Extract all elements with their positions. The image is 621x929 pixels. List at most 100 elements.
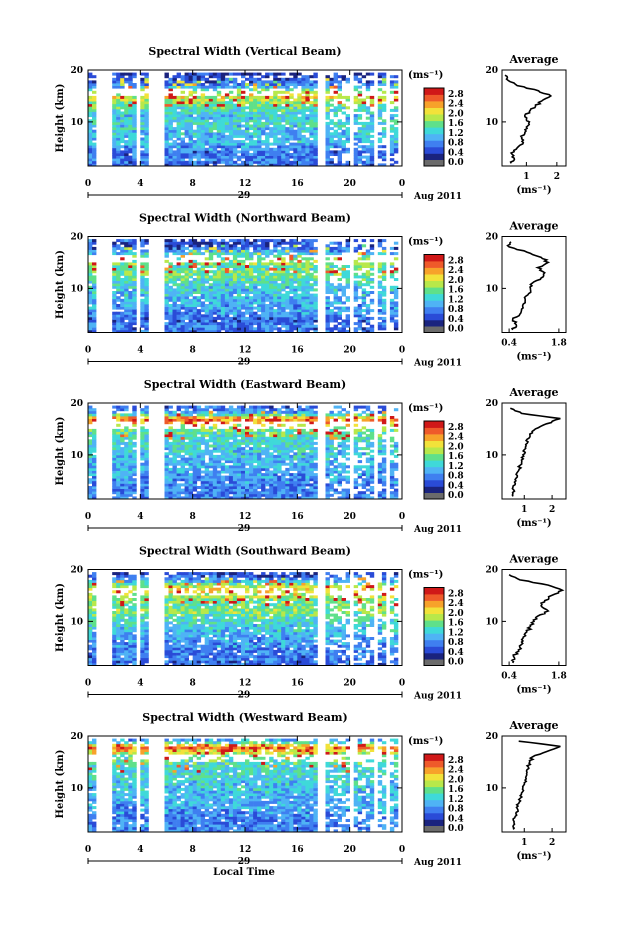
heatmap-cell — [369, 280, 375, 284]
heatmap-cell — [164, 252, 169, 256]
heatmap-cell — [241, 314, 246, 318]
heatmap-cell — [172, 480, 177, 484]
heatmap-cell — [176, 496, 181, 500]
heatmap-cell — [200, 478, 206, 482]
heatmap-cell — [200, 426, 206, 430]
heatmap-cell — [253, 160, 258, 164]
heatmap-cell — [204, 306, 210, 310]
heatmap-cell — [124, 158, 129, 162]
heatmap-cell — [337, 301, 342, 305]
heatmap-cell — [257, 246, 262, 250]
heatmap-cell — [164, 249, 169, 253]
heatmap-cell — [269, 470, 274, 474]
heatmap-cell — [341, 75, 346, 79]
heatmap-cell — [261, 408, 266, 412]
heatmap-cell — [269, 142, 274, 146]
heatmap-cell — [249, 83, 254, 86]
heatmap-cell — [289, 301, 294, 305]
heatmap-cell — [144, 129, 149, 133]
heatmap-cell — [361, 124, 367, 128]
heatmap-cell — [277, 257, 282, 261]
heatmap-cell — [232, 270, 238, 274]
heatmap-cell — [281, 153, 286, 156]
heatmap-cell — [313, 147, 318, 151]
heatmap-cell — [393, 160, 399, 164]
heatmap-cell — [164, 309, 169, 313]
heatmap-cell — [297, 327, 302, 331]
heatmap-cell — [357, 309, 363, 313]
heatmap-cell — [313, 93, 318, 97]
heatmap-cell — [289, 329, 294, 333]
heatmap-cell — [196, 452, 202, 456]
heatmap-cell — [92, 106, 97, 110]
heatmap-cell — [309, 119, 314, 123]
heatmap-cell — [140, 275, 145, 279]
heatmap-cell — [220, 486, 226, 489]
heatmap-cell — [192, 329, 198, 333]
heatmap-cell — [265, 454, 270, 458]
heatmap-cell — [176, 408, 181, 412]
heatmap-cell — [144, 283, 149, 287]
heatmap-cell — [200, 488, 206, 492]
heatmap-cell — [216, 480, 222, 484]
heatmap-cell — [172, 470, 177, 474]
heatmap-cell — [297, 246, 302, 250]
heatmap-cell — [92, 163, 97, 167]
heatmap-cell — [241, 473, 246, 477]
heatmap-cell — [92, 101, 97, 105]
heatmap-cell — [212, 462, 218, 466]
heatmap-cell — [208, 108, 214, 112]
heatmap-cell — [257, 150, 262, 154]
heatmap-cell — [249, 493, 254, 497]
heatmap-cell — [261, 327, 266, 331]
heatmap-cell — [196, 262, 202, 266]
heatmap-cell — [224, 470, 230, 474]
heatmap-cell — [216, 134, 222, 138]
heatmap-cell — [245, 444, 250, 448]
heatmap-cell — [164, 483, 169, 487]
heatmap-cell — [196, 275, 202, 279]
heatmap-cell — [245, 272, 250, 276]
heatmap-cell — [188, 288, 193, 292]
heatmap-cell — [232, 470, 238, 474]
heatmap-cell — [265, 473, 270, 477]
heatmap-cell — [140, 77, 145, 81]
heatmap-cell — [124, 98, 129, 102]
heatmap-cell — [144, 431, 149, 435]
heatmap-cell — [265, 150, 270, 154]
y-tick-label: 20 — [70, 233, 83, 243]
colorbar-unit-label: (ms⁻¹) — [408, 70, 443, 81]
heatmap-cell — [361, 147, 367, 151]
heatmap-cell — [124, 134, 129, 138]
heatmap-cell — [313, 85, 318, 89]
heatmap-cell — [265, 483, 270, 487]
heatmap-cell — [140, 88, 145, 92]
heatmap-cell — [305, 296, 310, 300]
heatmap-cell — [212, 98, 218, 102]
heatmap-cell — [369, 246, 375, 250]
heatmap-cell — [269, 103, 274, 107]
heatmap-cell — [305, 239, 310, 243]
heatmap-cell — [192, 80, 198, 84]
heatmap-cell — [132, 306, 137, 310]
heatmap-cell — [361, 83, 367, 86]
heatmap-cell — [393, 95, 399, 99]
heatmap-cell — [249, 111, 254, 115]
heatmap-cell — [188, 488, 193, 492]
heatmap-cell — [249, 434, 254, 438]
heatmap-cell — [204, 311, 210, 315]
heatmap-cell — [196, 124, 202, 128]
heatmap-cell — [341, 267, 346, 271]
heatmap-cell — [188, 132, 193, 136]
heatmap-cell — [357, 246, 363, 250]
heatmap-cell — [120, 145, 125, 149]
heatmap-cell — [88, 296, 93, 300]
heatmap-cell — [132, 160, 137, 164]
heatmap-cell — [92, 241, 97, 245]
heatmap-cell — [176, 127, 181, 131]
heatmap-cell — [285, 316, 290, 320]
heatmap-cell — [273, 322, 278, 326]
heatmap-cell — [132, 296, 137, 300]
heatmap-cell — [220, 252, 226, 256]
